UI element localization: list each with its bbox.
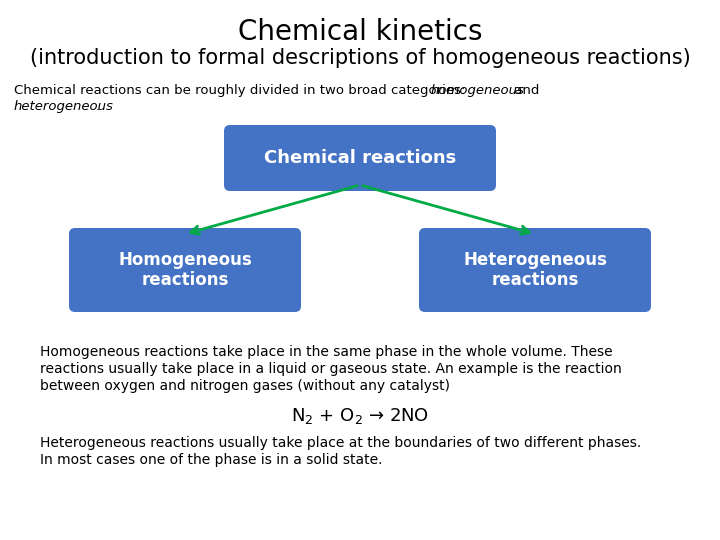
Text: (introduction to formal descriptions of homogeneous reactions): (introduction to formal descriptions of … — [30, 48, 690, 68]
Text: Heterogeneous
reactions: Heterogeneous reactions — [463, 251, 607, 289]
Text: homogeneous: homogeneous — [431, 84, 525, 97]
Text: Chemical reactions can be roughly divided in two broad categories:: Chemical reactions can be roughly divide… — [14, 84, 469, 97]
Text: Chemical reactions: Chemical reactions — [264, 149, 456, 167]
Text: .: . — [96, 100, 100, 113]
Text: In most cases one of the phase is in a solid state.: In most cases one of the phase is in a s… — [40, 453, 382, 467]
Text: and: and — [510, 84, 539, 97]
Text: heterogeneous: heterogeneous — [14, 100, 114, 113]
Text: Chemical kinetics: Chemical kinetics — [238, 18, 482, 46]
FancyBboxPatch shape — [69, 228, 301, 312]
FancyBboxPatch shape — [224, 125, 496, 191]
Text: Homogeneous
reactions: Homogeneous reactions — [118, 251, 252, 289]
Text: Homogeneous reactions take place in the same phase in the whole volume. These: Homogeneous reactions take place in the … — [40, 345, 613, 359]
Text: reactions usually take place in a liquid or gaseous state. An example is the rea: reactions usually take place in a liquid… — [40, 362, 622, 376]
Text: N$_2$ + O$_2$ → 2NO: N$_2$ + O$_2$ → 2NO — [291, 406, 429, 426]
FancyBboxPatch shape — [419, 228, 651, 312]
Text: Heterogeneous reactions usually take place at the boundaries of two different ph: Heterogeneous reactions usually take pla… — [40, 436, 642, 450]
Text: between oxygen and nitrogen gases (without any catalyst): between oxygen and nitrogen gases (witho… — [40, 379, 450, 393]
